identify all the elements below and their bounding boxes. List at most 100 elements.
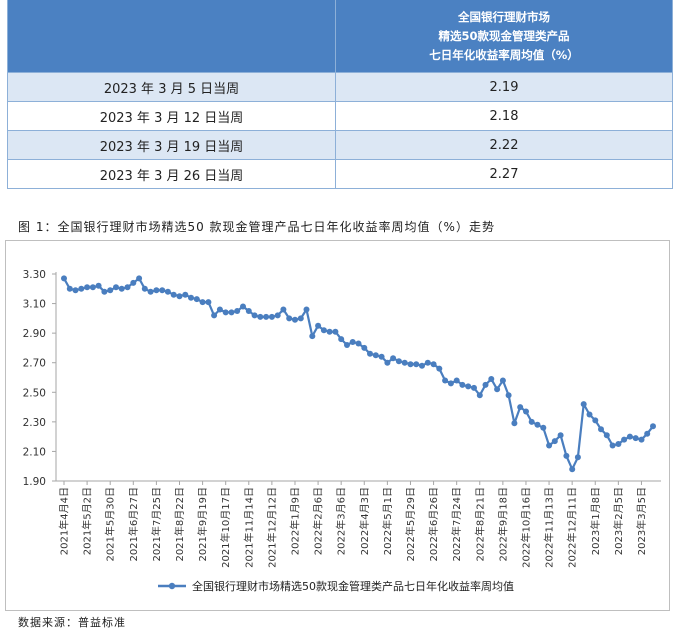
data-point [361,344,368,351]
data-point [632,435,639,442]
data-point [598,426,604,433]
value-cell: 2.22 [335,130,673,160]
data-point [164,288,171,295]
data-point [586,411,593,418]
header-line: 七日年化收益率周均值（%） [429,47,579,62]
data-point [615,441,622,447]
data-point [309,333,316,340]
data-point [488,376,495,382]
data-point [78,285,85,292]
legend-point-marker [168,582,176,590]
data-point [395,358,402,365]
week-cell: 2023 年 3 月 12 日当周 [7,101,336,131]
data-point [384,359,391,366]
data-point [546,442,553,449]
data-point [147,288,154,295]
x-tick-label: 2022年6月26日 [427,487,440,562]
data-point [367,350,373,357]
data-point [280,306,287,313]
x-tick-label: 2022年3月6日 [335,487,348,555]
data-point [211,312,218,319]
data-point [609,442,616,449]
data-point [315,322,322,329]
data-point [95,282,102,289]
data-point [540,424,547,431]
data-point [574,454,581,461]
x-tick-label: 2021年5月2日 [81,487,94,555]
data-point [118,285,125,292]
data-point [494,386,501,393]
data-point [505,392,512,399]
data-point [390,355,397,362]
table-header-row: 全国银行理财市场 精选50款现金管理类产品 七日年化收益率周均值（%） [7,0,673,73]
x-tick-label: 2021年10月17日 [219,487,232,568]
x-tick-label: 2021年5月30日 [104,487,117,562]
data-point [84,284,91,291]
data-point [182,291,189,298]
header-line: 全国银行理财市场 [458,9,550,24]
y-tick-label: 2.90 [23,328,46,340]
data-point [569,466,576,473]
x-tick-label: 2021年6月27日 [127,487,140,562]
data-point [141,285,148,292]
value-cell: 2.19 [335,72,673,102]
x-tick-label: 2022年11月13日 [543,487,556,568]
data-point [626,433,633,440]
data-point [89,284,96,291]
data-source: 数据来源：普益标准 [18,616,126,629]
x-tick-label: 2022年4月3日 [358,487,371,555]
data-point [320,327,327,334]
y-tick-label: 3.30 [23,269,46,281]
table-row: 2023 年 3 月 19 日当周 2.22 [7,130,673,160]
data-point [303,306,310,313]
data-point [638,436,645,443]
data-point [419,362,425,369]
data-point [563,452,570,459]
data-point [292,316,298,323]
plot-area [61,275,656,473]
data-point [170,291,177,298]
data-point [644,430,651,437]
y-tick-label: 1.90 [23,476,46,488]
data-point [436,365,443,372]
data-point [263,313,270,320]
data-point [528,418,535,425]
data-point [124,284,131,291]
data-point [205,299,212,306]
data-point [523,408,529,415]
data-point [355,340,362,347]
x-axis: 2021年4月4日 2021年5月2日 2021年5月30日 2021年6月27日 20… [56,480,661,568]
table-header-blank [7,0,336,73]
data-point [136,275,143,282]
x-tick-label: 2021年7月25日 [150,487,163,562]
x-tick-label: 2023年2月5日 [612,487,625,555]
x-tick-label: 2022年5月29日 [404,487,417,562]
legend-label: 全国银行理财市场精选50款现金管理类产品七日年化收益率周均值 [192,579,514,593]
header-line: 精选50款现金管理类产品 [438,28,570,43]
data-point [257,313,264,320]
data-point [228,309,235,316]
x-tick-label: 2023年1月8日 [589,487,602,555]
data-point [407,361,414,368]
data-point [286,315,293,322]
x-tick-label: 2021年8月22日 [173,487,186,562]
x-tick-label: 2021年9月19日 [196,487,209,562]
y-tick-label: 2.10 [23,446,46,458]
data-point [592,417,599,424]
data-point [499,377,506,384]
data-point [338,336,345,343]
table-row: 2023 年 3 月 5 日当周 2.19 [7,72,673,102]
data-point [326,328,333,335]
x-tick-label: 2021年12月12日 [265,487,278,568]
table-row: 2023 年 3 月 12 日当周 2.18 [7,101,673,131]
data-point [188,294,194,301]
data-point [159,287,166,294]
data-point [101,288,108,295]
data-point [430,361,437,368]
data-point [401,359,408,366]
yield-summary-table: 全国银行理财市场 精选50款现金管理类产品 七日年化收益率周均值（%） 2023… [7,0,673,189]
series-line [63,277,654,471]
data-point [297,315,304,322]
data-point [424,359,431,366]
x-tick-label: 2022年1月9日 [288,487,301,555]
